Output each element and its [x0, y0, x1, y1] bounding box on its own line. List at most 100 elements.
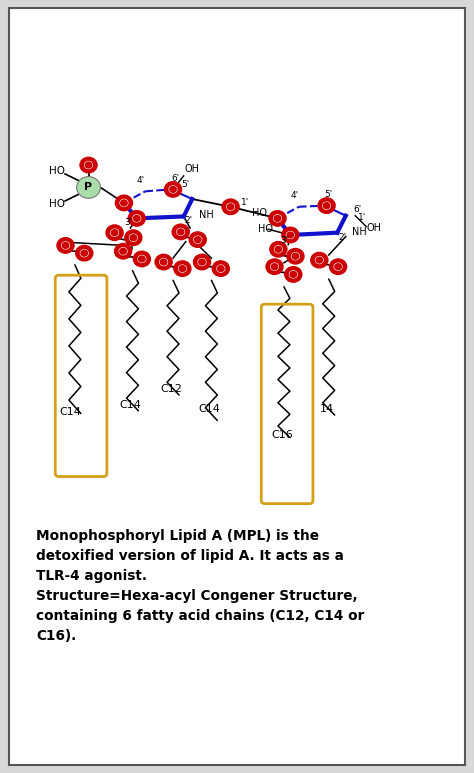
Text: OH: OH	[185, 164, 200, 174]
Text: 4': 4'	[137, 175, 145, 185]
Circle shape	[292, 254, 299, 259]
Text: 5': 5'	[182, 180, 190, 189]
Circle shape	[179, 266, 186, 271]
Circle shape	[194, 237, 201, 243]
Text: 6': 6'	[354, 205, 362, 214]
Text: C12: C12	[160, 384, 182, 394]
Text: 2': 2'	[185, 216, 193, 226]
Circle shape	[271, 263, 278, 271]
Circle shape	[287, 248, 304, 264]
Circle shape	[193, 254, 210, 270]
Circle shape	[222, 199, 239, 215]
Text: 5': 5'	[325, 190, 333, 199]
Text: HO: HO	[258, 224, 273, 234]
Circle shape	[189, 232, 206, 247]
Circle shape	[177, 229, 184, 235]
Circle shape	[128, 210, 146, 226]
Text: Monophosphoryl Lipid A (MPL) is the
detoxified version of lipid A. It acts as a
: Monophosphoryl Lipid A (MPL) is the deto…	[36, 529, 365, 643]
Circle shape	[115, 243, 132, 259]
Circle shape	[138, 255, 146, 262]
Circle shape	[121, 200, 127, 206]
Text: Monophosphoryl Lipid A: Monophosphoryl Lipid A	[104, 66, 370, 85]
Circle shape	[335, 264, 341, 270]
Text: 6': 6'	[171, 174, 179, 183]
Circle shape	[290, 271, 297, 278]
Circle shape	[271, 264, 278, 270]
Text: C14: C14	[198, 404, 220, 414]
Circle shape	[160, 258, 167, 266]
Circle shape	[170, 186, 176, 192]
Circle shape	[76, 246, 93, 261]
Circle shape	[62, 242, 69, 249]
Circle shape	[194, 236, 201, 243]
Circle shape	[290, 271, 297, 278]
Circle shape	[80, 158, 97, 173]
Circle shape	[120, 248, 127, 254]
Circle shape	[292, 253, 299, 260]
Circle shape	[227, 203, 235, 210]
Text: 1': 1'	[241, 198, 250, 207]
Text: OH: OH	[366, 223, 381, 233]
Circle shape	[120, 199, 128, 206]
Circle shape	[179, 265, 186, 272]
Circle shape	[134, 216, 140, 221]
Circle shape	[85, 162, 92, 168]
Circle shape	[274, 216, 281, 221]
Text: NH: NH	[352, 226, 367, 237]
Circle shape	[138, 256, 145, 262]
Circle shape	[57, 237, 74, 254]
Circle shape	[172, 224, 189, 240]
Text: 4': 4'	[291, 191, 299, 200]
Circle shape	[133, 215, 141, 222]
Circle shape	[77, 177, 100, 199]
Circle shape	[164, 182, 182, 197]
Circle shape	[269, 210, 286, 226]
Circle shape	[198, 258, 206, 266]
Circle shape	[129, 234, 137, 241]
Circle shape	[286, 231, 294, 238]
Text: C14: C14	[60, 407, 82, 417]
Circle shape	[273, 215, 282, 222]
Circle shape	[212, 261, 229, 277]
Circle shape	[111, 230, 118, 236]
Text: 1': 1'	[358, 213, 366, 222]
Circle shape	[282, 227, 299, 243]
Text: P: P	[84, 182, 92, 192]
Circle shape	[323, 203, 330, 209]
Text: HO: HO	[48, 199, 64, 209]
Circle shape	[119, 247, 127, 255]
Circle shape	[106, 225, 123, 240]
Circle shape	[316, 257, 323, 263]
Circle shape	[125, 230, 142, 246]
Circle shape	[81, 250, 88, 257]
Text: NH: NH	[199, 210, 213, 220]
Circle shape	[85, 162, 92, 169]
Text: C16: C16	[271, 430, 292, 440]
Circle shape	[130, 235, 137, 240]
Circle shape	[160, 259, 167, 265]
Text: 3': 3'	[280, 236, 288, 245]
Text: C14: C14	[119, 400, 141, 410]
Circle shape	[217, 265, 225, 272]
Text: 14: 14	[319, 404, 334, 414]
Circle shape	[81, 250, 88, 256]
Text: 2': 2'	[338, 233, 346, 242]
Circle shape	[334, 263, 342, 271]
Circle shape	[155, 254, 172, 270]
Circle shape	[266, 259, 283, 274]
Circle shape	[329, 259, 346, 274]
Circle shape	[133, 251, 150, 267]
Circle shape	[274, 246, 282, 253]
Circle shape	[270, 241, 287, 257]
Circle shape	[177, 228, 184, 235]
Circle shape	[311, 252, 328, 268]
Circle shape	[62, 243, 69, 248]
Circle shape	[285, 267, 302, 282]
Circle shape	[174, 261, 191, 277]
Circle shape	[275, 247, 282, 252]
Circle shape	[169, 186, 177, 192]
Text: HO: HO	[48, 166, 64, 176]
Circle shape	[218, 266, 224, 271]
Circle shape	[199, 259, 205, 265]
Circle shape	[116, 195, 133, 210]
